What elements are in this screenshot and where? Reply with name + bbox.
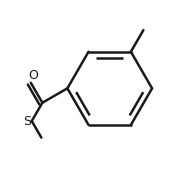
Text: S: S — [23, 115, 31, 128]
Text: O: O — [28, 69, 38, 82]
